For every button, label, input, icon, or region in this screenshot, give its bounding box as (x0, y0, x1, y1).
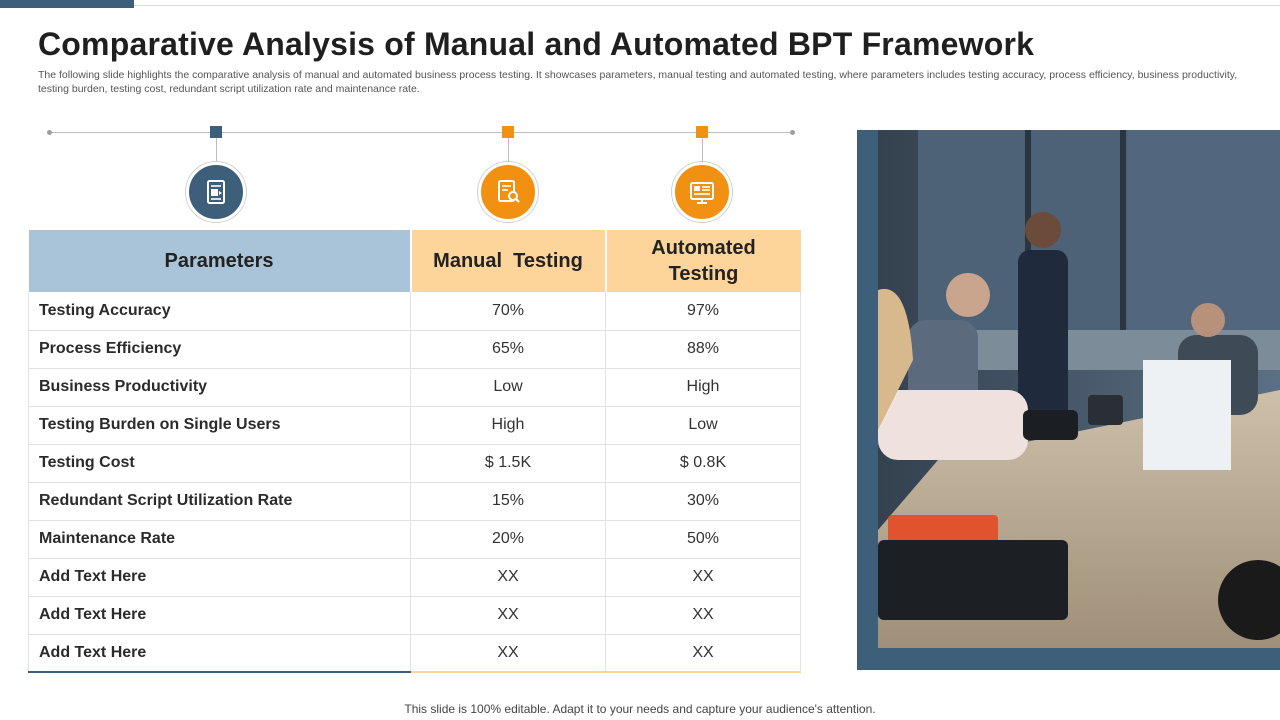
comparison-table: Parameters Manual Testing Automated Test… (28, 230, 801, 673)
parameter-cell: Add Text Here (28, 634, 411, 673)
automated-value-cell: 30% (605, 482, 801, 521)
automated-value-cell: 97% (605, 292, 801, 331)
manual-value-cell: 15% (410, 482, 606, 521)
parameter-cell: Add Text Here (28, 558, 411, 597)
timeline-end-dot (790, 130, 795, 135)
manual-icon-circle (478, 162, 538, 222)
timeline-marker-automated (696, 126, 708, 138)
table-row: Maintenance Rate 20% 50% (28, 520, 801, 559)
manual-value-cell: XX (410, 596, 606, 635)
parameters-icon-circle (186, 162, 246, 222)
timeline-stem (508, 138, 509, 162)
parameter-cell: Business Productivity (28, 368, 411, 407)
manual-value-cell: $ 1.5K (410, 444, 606, 483)
parameter-cell: Testing Accuracy (28, 292, 411, 331)
timeline-line (49, 132, 793, 133)
manual-value-cell: 20% (410, 520, 606, 559)
timeline-stem (702, 138, 703, 162)
automated-value-cell: 50% (605, 520, 801, 559)
automated-value-cell: 88% (605, 330, 801, 369)
header-automated-testing: Automated Testing (605, 230, 801, 292)
timeline-start-dot (47, 130, 52, 135)
table-row: Testing Burden on Single Users High Low (28, 406, 801, 445)
manual-value-cell: XX (410, 558, 606, 597)
automated-value-cell: Low (605, 406, 801, 445)
document-icon (207, 180, 225, 204)
table-header-row: Parameters Manual Testing Automated Test… (28, 230, 801, 292)
automated-value-cell: XX (605, 558, 801, 597)
page-subtitle: The following slide highlights the compa… (38, 69, 1238, 95)
table-row: Testing Cost $ 1.5K $ 0.8K (28, 444, 801, 483)
automated-value-cell: XX (605, 634, 801, 673)
header-manual-testing: Manual Testing (410, 230, 607, 292)
manual-value-cell: XX (410, 634, 606, 673)
footer-note: This slide is 100% editable. Adapt it to… (404, 702, 876, 716)
table-row: Business Productivity Low High (28, 368, 801, 407)
document-search-icon (498, 180, 520, 203)
parameter-cell: Maintenance Rate (28, 520, 411, 559)
parameter-cell: Redundant Script Utilization Rate (28, 482, 411, 521)
top-accent-bar (0, 0, 134, 8)
timeline-marker-manual (502, 126, 514, 138)
table-row: Process Efficiency 65% 88% (28, 330, 801, 369)
manual-value-cell: Low (410, 368, 606, 407)
table-row: Add Text Here XX XX (28, 558, 801, 597)
top-divider (134, 5, 1280, 6)
automated-icon-circle (672, 162, 732, 222)
manual-value-cell: High (410, 406, 606, 445)
manual-value-cell: 70% (410, 292, 606, 331)
page-title: Comparative Analysis of Manual and Autom… (38, 26, 1035, 62)
table-row: Add Text Here XX XX (28, 596, 801, 635)
table-row: Redundant Script Utilization Rate 15% 30% (28, 482, 801, 521)
parameter-cell: Process Efficiency (28, 330, 411, 369)
dashboard-icon (690, 182, 714, 204)
manual-value-cell: 65% (410, 330, 606, 369)
header-parameters: Parameters (28, 230, 412, 292)
meeting-photo (878, 130, 1280, 648)
meeting-room-image (878, 130, 1280, 648)
table-row: Testing Accuracy 70% 97% (28, 292, 801, 331)
automated-value-cell: High (605, 368, 801, 407)
timeline-marker-parameters (210, 126, 222, 138)
timeline-stem (216, 138, 217, 162)
parameter-cell: Testing Cost (28, 444, 411, 483)
table-row: Add Text Here XX XX (28, 634, 801, 673)
automated-value-cell: $ 0.8K (605, 444, 801, 483)
automated-value-cell: XX (605, 596, 801, 635)
parameter-cell: Testing Burden on Single Users (28, 406, 411, 445)
parameter-cell: Add Text Here (28, 596, 411, 635)
